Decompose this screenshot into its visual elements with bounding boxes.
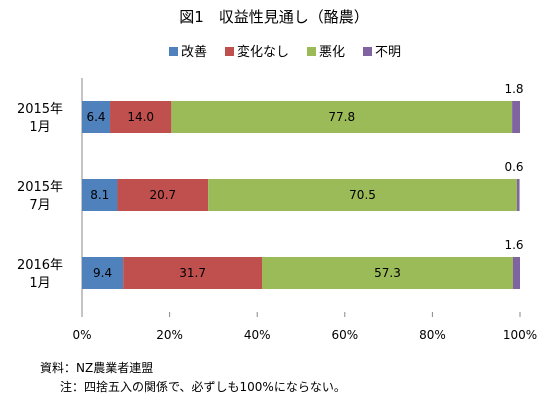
category-label-3-month: 1月 (29, 276, 50, 291)
bar-segment-1-3 (171, 101, 513, 133)
data-label-1-3: 77.8 (328, 110, 355, 124)
bar-segment-3-4 (512, 257, 520, 289)
bar-segment-1-4 (512, 101, 520, 133)
x-tick-label-2: 20% (156, 328, 183, 342)
x-tick-label-5: 80% (419, 328, 446, 342)
legend-label-1: 改善 (181, 44, 207, 60)
legend: 改善 変化なし 悪化 不明 (169, 44, 401, 60)
data-label-1-2: 14.0 (127, 110, 154, 124)
category-label-2-month: 7月 (29, 198, 50, 213)
remark-note: 注：四捨五入の関係で、必ずしも100%にならない。 (60, 380, 346, 394)
bar-segment-2-2 (117, 179, 209, 211)
chart-title: 図1 収益性見通し（酪農） (179, 8, 369, 26)
legend-swatch-4 (363, 47, 372, 56)
source-note: 資料：NZ農業者連盟 (40, 361, 154, 375)
legend-swatch-3 (307, 47, 316, 56)
data-label-3-4: 1.6 (504, 238, 523, 252)
bar-segment-1-1 (82, 101, 111, 133)
x-tick-label-4: 60% (331, 328, 358, 342)
category-label-1-month: 1月 (29, 120, 50, 135)
bar-segment-2-3 (208, 179, 517, 211)
legend-swatch-1 (169, 47, 178, 56)
category-label-3-year: 2016年 (17, 258, 63, 273)
x-tick-label-6: 100% (503, 328, 537, 342)
category-label-1-year: 2015年 (17, 102, 63, 117)
data-label-2-2: 20.7 (149, 188, 176, 202)
data-label-3-2: 31.7 (179, 266, 206, 280)
bar-segment-2-4 (516, 179, 520, 211)
data-label-2-3: 70.5 (349, 188, 376, 202)
bar-segment-3-2 (123, 257, 263, 289)
x-tick-label-3: 40% (244, 328, 271, 342)
plot-area: 0% 20% 40% 60% 80% 100% 2015年 1月 6.4 14.0 77.8 1.8 2… (17, 78, 537, 342)
category-label-2-year: 2015年 (17, 180, 63, 195)
legend-swatch-2 (225, 47, 234, 56)
data-label-3-1: 9.4 (93, 266, 112, 280)
legend-label-3: 悪化 (319, 45, 345, 60)
legend-label-4: 不明 (375, 45, 401, 60)
bar-segment-2-1 (82, 179, 118, 211)
bar-segment-3-1 (82, 257, 124, 289)
data-label-1-1: 6.4 (86, 110, 105, 124)
data-label-2-1: 8.1 (90, 188, 109, 202)
data-label-1-4: 1.8 (504, 82, 523, 96)
legend-label-2: 変化なし (237, 44, 289, 60)
bar-segment-3-3 (262, 257, 513, 289)
data-label-2-4: 0.6 (504, 160, 523, 174)
x-tick-label-1: 0% (72, 328, 91, 342)
data-label-3-3: 57.3 (374, 266, 401, 280)
bar-segment-1-2 (110, 101, 172, 133)
